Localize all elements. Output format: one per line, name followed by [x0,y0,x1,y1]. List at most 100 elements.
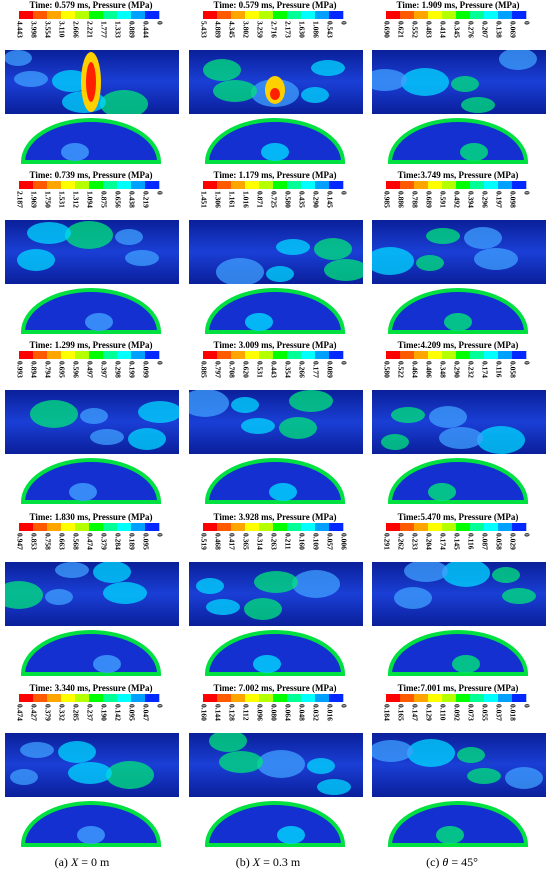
contour-blob [311,60,345,76]
panel: Time: 3.928 ms, Pressure (MPa) 0.519 0.468… [189,512,363,676]
colorbar-tick-label: 1.451 [199,191,208,208]
contour-blob [206,599,240,615]
colorbar-segment [470,523,485,531]
colorbar-segment [61,11,76,19]
contour-blob [241,418,275,434]
panel-title: Time:4.209 ms, Pressure (MPa) [398,340,519,350]
colorbar-segment [400,694,415,702]
caption-symbol: θ [442,855,448,869]
colorbar-tick-label: 1.777 [99,21,108,38]
cross-section-blob [428,483,456,501]
colorbar-tick-label: 0.443 [269,361,278,378]
contour-blob [20,742,54,758]
contour-blob [407,739,455,767]
colorbar-segment [428,11,443,19]
colorbar-segment [456,11,471,19]
colorbar-tick-label: 0.087 [480,533,489,550]
colorbar-tick-label: 0.474 [15,704,24,721]
contour-blob [219,751,263,773]
colorbar-tick-label: 0.018 [508,704,517,721]
colorbar-segment [470,694,485,702]
colorbar-segment [259,694,274,702]
colorbar-tick-label: 0.483 [424,21,433,38]
contour-blob [80,408,108,424]
panel-title: Time:5.470 ms, Pressure (MPa) [398,512,519,522]
colorbar-segment [19,11,34,19]
colorbar-tick-label: 0.438 [127,191,136,208]
contour-blob [372,247,414,275]
contour-blob [106,761,154,789]
colorbar-segment [89,181,104,189]
colorbar-segment [273,351,288,359]
colorbar-tick-label: 0.197 [494,191,503,208]
colorbar-segment [89,351,104,359]
colorbar-tick-label: 0.853 [29,533,38,550]
column-caption: (c) θ = 45° [426,855,478,869]
contours [196,570,340,620]
colorbar-segment [217,181,232,189]
colorbar-tick-label: 0.689 [424,191,433,208]
colorbar-tick-label: 0.291 [382,533,391,550]
colorbar-segment [456,351,471,359]
colorbar-tick-label: 0.797 [213,361,222,378]
colorbar-tick-label: 0.109 [311,533,320,550]
colorbar-tick-label: 0.112 [241,704,250,721]
colorbar-segment [414,694,429,702]
colorbar-tick-label: 0.092 [452,704,461,721]
colorbar-tick-label: 3.998 [29,21,38,38]
colorbar-segment [203,523,218,531]
cross-section [204,458,346,504]
contours [209,733,351,795]
colorbar-tick-label: 0.568 [71,533,80,550]
contour-blob [292,570,340,598]
caption-symbol: X [252,855,261,869]
cross-section [20,118,162,164]
colorbar-segment [484,694,499,702]
panel: Time: 0.579 ms, Pressure (MPa) 4.443 3.998… [5,0,179,164]
cross-section-blob [452,655,480,673]
colorbar-segment [301,181,316,189]
caption-value: = 0 m [81,855,110,869]
colorbar-tick-label: 0.695 [57,361,66,378]
contour-blob [404,562,448,582]
contour-blob [394,587,432,609]
caption-tag: (b) [236,855,250,869]
colorbar-segment [498,523,513,531]
colorbar-segment [89,694,104,702]
contour-blob [502,588,536,604]
colorbar-tick-label: 0 [522,533,531,537]
colorbar-segment [145,351,160,359]
cross-section-blob [93,655,121,673]
cross-section-blob [277,826,305,844]
colorbar-segment [315,11,330,19]
colorbar-tick-label: 4.443 [15,21,24,38]
colorbar-tick-label: 0.690 [382,21,391,38]
contour-blob [30,400,78,428]
colorbar-segment [470,181,485,189]
colorbar-segment [428,523,443,531]
colorbar-segment [145,11,160,19]
colorbar-tick-label: 0.263 [269,533,278,550]
colorbar-tick-label: 2.187 [15,191,24,208]
colorbar-segment [287,11,302,19]
colorbar-tick-label: 0.894 [29,361,38,378]
colorbar-segment [75,11,90,19]
colorbar-tick-label: 0.099 [141,361,150,378]
contour-blob [461,97,495,113]
colorbar-segment [245,351,260,359]
panel: Time: 3.340 ms, Pressure (MPa) 0.474 0.427… [5,683,179,847]
colorbar-segment [498,11,513,19]
colorbar-segment [75,351,90,359]
colorbar-segment [386,523,401,531]
colorbar-segment [245,11,260,19]
colorbar-segment [414,11,429,19]
colorbar-segment [442,181,457,189]
colorbar-tick-label: 0.435 [297,191,306,208]
panel: Time: 1.179 ms, Pressure (MPa) 1.451 1.306… [189,170,363,334]
colorbar-tick-label: 0.237 [85,704,94,721]
colorbar-segment [329,181,344,189]
colorbar-segment [301,694,316,702]
contour-blob [10,769,38,785]
contour-blob [391,407,425,423]
colorbar-segment [33,523,48,531]
